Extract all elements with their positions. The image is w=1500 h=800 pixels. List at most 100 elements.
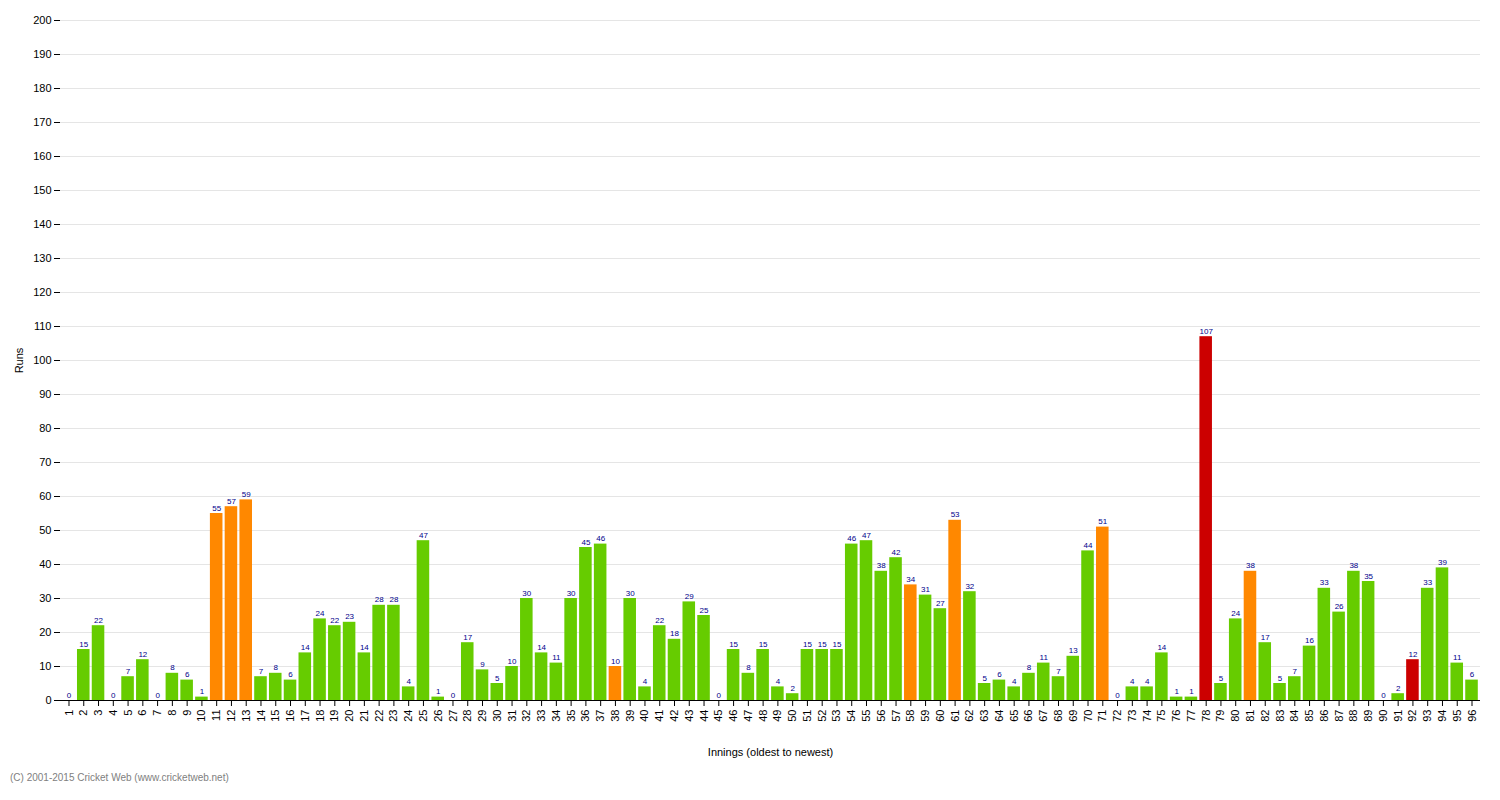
- svg-text:38: 38: [609, 710, 621, 722]
- svg-text:15: 15: [269, 710, 281, 722]
- svg-text:45: 45: [581, 538, 590, 547]
- svg-text:12: 12: [225, 710, 237, 722]
- svg-text:4: 4: [643, 677, 648, 686]
- svg-text:33: 33: [535, 710, 547, 722]
- svg-text:82: 82: [1259, 710, 1271, 722]
- svg-text:92: 92: [1406, 710, 1418, 722]
- svg-text:7: 7: [1056, 667, 1061, 676]
- svg-text:63: 63: [978, 710, 990, 722]
- svg-text:84: 84: [1288, 710, 1300, 722]
- svg-text:7: 7: [151, 710, 163, 716]
- svg-text:32: 32: [520, 710, 532, 722]
- svg-text:24: 24: [316, 609, 325, 618]
- svg-text:7: 7: [126, 667, 131, 676]
- svg-text:14: 14: [255, 710, 267, 722]
- svg-text:23: 23: [345, 612, 354, 621]
- svg-text:17: 17: [1261, 633, 1270, 642]
- svg-text:14: 14: [360, 643, 369, 652]
- svg-text:18: 18: [670, 629, 679, 638]
- svg-text:89: 89: [1362, 710, 1374, 722]
- svg-text:Innings (oldest to newest): Innings (oldest to newest): [708, 746, 833, 758]
- svg-text:11: 11: [552, 653, 561, 662]
- svg-text:70: 70: [1082, 710, 1094, 722]
- svg-text:83: 83: [1274, 710, 1286, 722]
- svg-text:58: 58: [904, 710, 916, 722]
- svg-text:10: 10: [611, 657, 620, 666]
- svg-text:30: 30: [626, 589, 635, 598]
- svg-text:150: 150: [33, 184, 51, 196]
- svg-text:34: 34: [906, 575, 915, 584]
- svg-text:10: 10: [508, 657, 517, 666]
- svg-text:8: 8: [1027, 663, 1032, 672]
- svg-text:8: 8: [746, 663, 751, 672]
- svg-text:5: 5: [982, 674, 987, 683]
- svg-text:44: 44: [1084, 541, 1093, 550]
- svg-text:51: 51: [801, 710, 813, 722]
- svg-text:56: 56: [875, 710, 887, 722]
- svg-text:180: 180: [33, 82, 51, 94]
- svg-text:32: 32: [965, 582, 974, 591]
- svg-text:25: 25: [417, 710, 429, 722]
- svg-text:0: 0: [451, 691, 456, 700]
- svg-text:4: 4: [406, 677, 411, 686]
- svg-text:13: 13: [1069, 646, 1078, 655]
- svg-text:6: 6: [288, 670, 293, 679]
- svg-text:53: 53: [951, 510, 960, 519]
- svg-text:5: 5: [1219, 674, 1224, 683]
- svg-text:3: 3: [92, 710, 104, 716]
- svg-text:16: 16: [1305, 636, 1314, 645]
- svg-text:17: 17: [463, 633, 472, 642]
- svg-text:5: 5: [495, 674, 500, 683]
- svg-text:12: 12: [1408, 650, 1417, 659]
- svg-text:28: 28: [389, 595, 398, 604]
- svg-text:40: 40: [638, 710, 650, 722]
- svg-text:35: 35: [1364, 572, 1373, 581]
- svg-text:20: 20: [39, 626, 51, 638]
- svg-text:39: 39: [1438, 558, 1447, 567]
- svg-text:1: 1: [200, 687, 205, 696]
- svg-text:45: 45: [712, 710, 724, 722]
- svg-text:9: 9: [480, 660, 485, 669]
- svg-text:0: 0: [111, 691, 116, 700]
- svg-text:26: 26: [432, 710, 444, 722]
- svg-text:49: 49: [771, 710, 783, 722]
- svg-text:42: 42: [668, 710, 680, 722]
- svg-text:6: 6: [185, 670, 190, 679]
- svg-text:18: 18: [314, 710, 326, 722]
- svg-text:4: 4: [776, 677, 781, 686]
- svg-text:80: 80: [1229, 710, 1241, 722]
- svg-text:59: 59: [919, 710, 931, 722]
- svg-text:67: 67: [1037, 710, 1049, 722]
- svg-text:57: 57: [227, 497, 236, 506]
- svg-text:80: 80: [39, 422, 51, 434]
- svg-text:68: 68: [1052, 710, 1064, 722]
- svg-text:46: 46: [847, 534, 856, 543]
- svg-text:36: 36: [579, 710, 591, 722]
- svg-text:29: 29: [476, 710, 488, 722]
- svg-text:96: 96: [1466, 710, 1478, 722]
- svg-text:39: 39: [624, 710, 636, 722]
- svg-text:94: 94: [1436, 710, 1448, 722]
- svg-text:38: 38: [1349, 561, 1358, 570]
- svg-text:29: 29: [685, 592, 694, 601]
- svg-text:72: 72: [1111, 710, 1123, 722]
- svg-text:17: 17: [299, 710, 311, 722]
- svg-text:60: 60: [39, 490, 51, 502]
- svg-text:60: 60: [934, 710, 946, 722]
- svg-text:75: 75: [1155, 710, 1167, 722]
- svg-text:170: 170: [33, 116, 51, 128]
- svg-text:15: 15: [803, 640, 812, 649]
- svg-text:69: 69: [1067, 710, 1079, 722]
- svg-text:47: 47: [742, 710, 754, 722]
- svg-text:71: 71: [1096, 710, 1108, 722]
- svg-text:33: 33: [1423, 578, 1432, 587]
- svg-text:5: 5: [122, 710, 134, 716]
- svg-text:46: 46: [596, 534, 605, 543]
- svg-text:57: 57: [890, 710, 902, 722]
- svg-text:30: 30: [522, 589, 531, 598]
- svg-text:26: 26: [1335, 602, 1344, 611]
- svg-text:200: 200: [33, 14, 51, 26]
- svg-text:15: 15: [759, 640, 768, 649]
- svg-text:21: 21: [358, 710, 370, 722]
- svg-text:23: 23: [387, 710, 399, 722]
